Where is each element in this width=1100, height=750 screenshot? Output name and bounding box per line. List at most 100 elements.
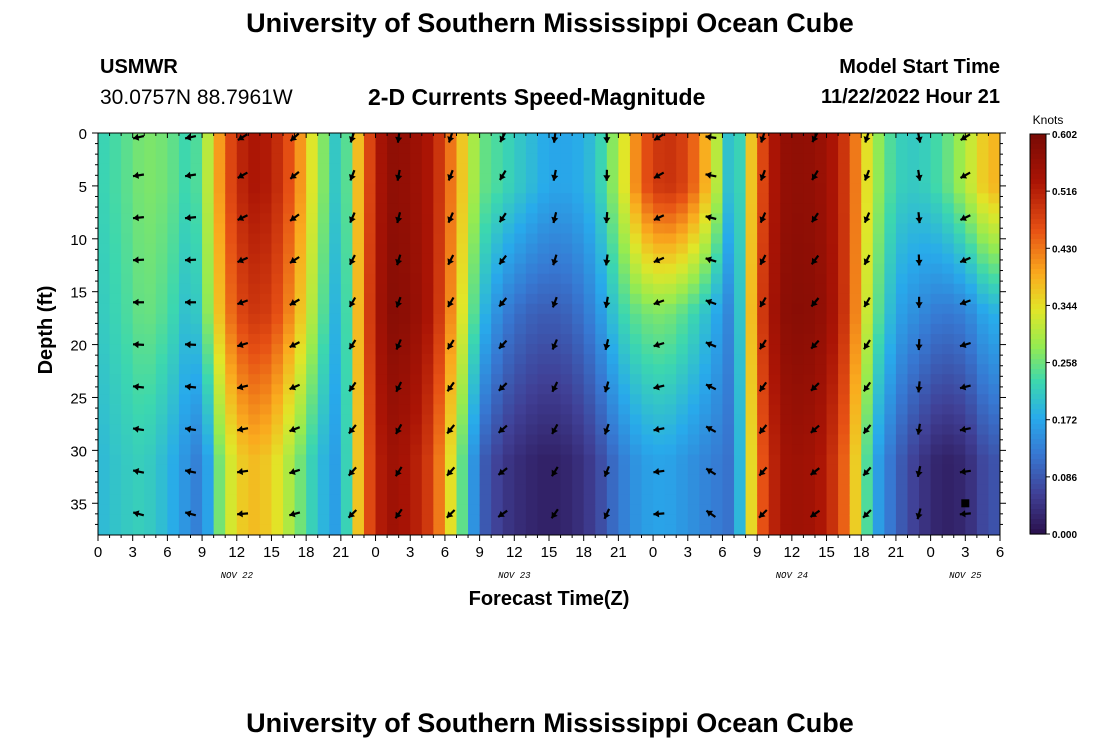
- heatmap-cell: [872, 464, 885, 476]
- marker-square: [961, 499, 970, 508]
- heatmap-cell: [953, 213, 966, 225]
- heatmap-cell: [838, 414, 851, 426]
- heatmap-cell: [109, 183, 122, 194]
- heatmap-cell: [202, 474, 215, 486]
- heatmap-cell: [838, 494, 851, 506]
- heatmap-cell: [791, 223, 805, 235]
- heatmap-cell: [132, 313, 145, 325]
- heatmap-cell: [988, 434, 1000, 446]
- heatmap-cell: [121, 293, 134, 305]
- heatmap-cell: [803, 203, 816, 214]
- heatmap-cell: [930, 514, 943, 526]
- heatmap-cell: [930, 213, 943, 225]
- heatmap-cell: [618, 293, 631, 305]
- heatmap-cell: [791, 364, 805, 375]
- arrow-head: [133, 383, 139, 391]
- heatmap-cell: [421, 514, 434, 526]
- heatmap-cell: [572, 434, 585, 446]
- heatmap-cell: [491, 263, 504, 275]
- heatmap-cell: [410, 173, 423, 184]
- heatmap-cell: [919, 273, 932, 285]
- colorbar-segment: [1030, 414, 1046, 420]
- heatmap-cell: [98, 293, 111, 305]
- arrow-head: [133, 425, 139, 433]
- heatmap-cell: [178, 464, 192, 476]
- arrow-head: [551, 258, 559, 266]
- heatmap-cell: [606, 163, 619, 174]
- heatmap-cell: [895, 504, 909, 516]
- heatmap-cell: [421, 133, 434, 144]
- colorbar-segment: [1030, 324, 1046, 330]
- heatmap-cell: [641, 344, 654, 355]
- arrow-head: [498, 384, 506, 391]
- heatmap-cell: [814, 163, 828, 174]
- heatmap-cell: [340, 203, 354, 214]
- heatmap-cell: [710, 313, 724, 325]
- heatmap-cell: [421, 283, 434, 295]
- heatmap-cell: [213, 163, 226, 174]
- heatmap-cell: [259, 203, 273, 214]
- heatmap-cell: [965, 394, 978, 405]
- heatmap-cell: [895, 414, 909, 426]
- heatmap-cell: [826, 424, 839, 436]
- heatmap-cell: [606, 524, 619, 535]
- arrow-head: [706, 383, 713, 391]
- heatmap-cell: [687, 344, 700, 355]
- current-vector-arrow: [915, 381, 923, 393]
- heatmap-cell: [895, 464, 909, 476]
- heatmap-cell: [861, 354, 874, 365]
- heatmap-cell: [398, 474, 411, 486]
- heatmap-cell: [653, 524, 666, 535]
- heatmap-cell: [606, 444, 619, 456]
- heatmap-cell: [919, 404, 932, 415]
- heatmap-cell: [363, 303, 377, 315]
- heatmap-cell: [502, 183, 515, 194]
- heatmap-cell: [606, 173, 619, 184]
- arrow-head: [395, 258, 403, 266]
- heatmap-cell: [953, 223, 966, 235]
- heatmap-cell: [109, 454, 122, 466]
- heatmap-cell: [352, 454, 365, 466]
- date-label: NOV 23: [498, 571, 531, 581]
- heatmap-cell: [560, 354, 573, 365]
- current-vector-arrow: [705, 298, 717, 306]
- heatmap-cell: [814, 334, 828, 345]
- heatmap-cell: [202, 183, 215, 194]
- heatmap-cell: [849, 313, 862, 325]
- colorbar-segment: [1030, 189, 1046, 195]
- heatmap-cell: [271, 213, 284, 225]
- heatmap-cell: [849, 484, 862, 496]
- heatmap-cell: [155, 303, 168, 315]
- heatmap-cell: [433, 334, 446, 345]
- heatmap-cell: [618, 163, 631, 174]
- heatmap-cell: [849, 464, 862, 476]
- current-vector-arrow: [915, 296, 923, 308]
- current-vector-arrow: [862, 381, 872, 392]
- heatmap-cell: [167, 173, 180, 184]
- heatmap-cell: [190, 163, 203, 174]
- heatmap-cell: [178, 213, 192, 225]
- heatmap-cell: [722, 303, 735, 315]
- heatmap-cell: [306, 464, 319, 476]
- heatmap-cell: [583, 223, 596, 235]
- heatmap-cell: [942, 133, 955, 144]
- arrow-head: [603, 428, 611, 435]
- heatmap-cell: [144, 203, 157, 214]
- heatmap-cell: [687, 394, 700, 405]
- heatmap-cell: [213, 243, 226, 255]
- heatmap-cell: [387, 143, 400, 154]
- heatmap-cell: [121, 243, 134, 255]
- current-vector-arrow: [758, 381, 768, 392]
- heatmap-cell: [340, 143, 354, 154]
- heatmap-cell: [363, 223, 377, 235]
- heatmap-cell: [283, 303, 296, 315]
- heatmap-cell: [780, 133, 793, 144]
- heatmap-cell: [514, 374, 527, 385]
- colorbar-segment: [1030, 234, 1046, 240]
- heatmap-cell: [919, 354, 932, 365]
- heatmap-cell: [849, 303, 862, 315]
- heatmap-cell: [965, 334, 978, 345]
- heatmap-cell: [710, 183, 724, 194]
- current-vector-arrow: [705, 341, 717, 348]
- heatmap-cell: [895, 354, 909, 365]
